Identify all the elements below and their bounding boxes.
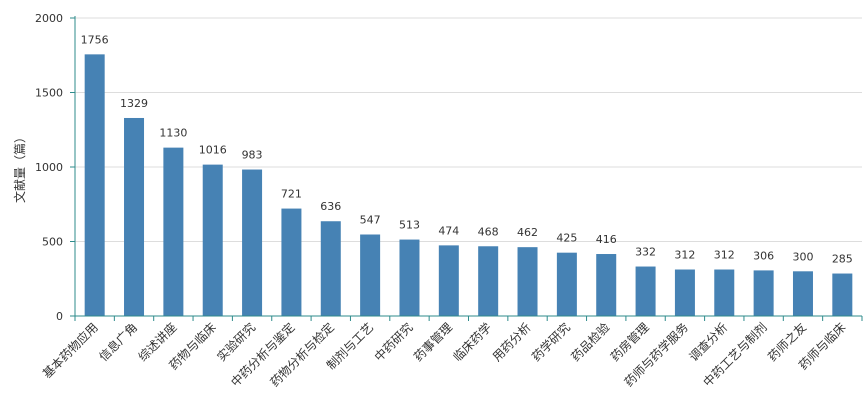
grid-lines bbox=[75, 17, 862, 242]
data-labels: 1756 1329 1130 1016 983 721 636 547 513 474 468 462… bbox=[81, 33, 853, 265]
bar bbox=[202, 164, 223, 316]
bar-value-label: 332 bbox=[635, 246, 656, 259]
bar bbox=[832, 273, 853, 316]
bar bbox=[163, 147, 184, 316]
bar-value-label: 547 bbox=[360, 213, 381, 226]
bar bbox=[674, 269, 695, 316]
bar-value-label: 1130 bbox=[159, 127, 187, 140]
y-axis-ticks: 0 500 1000 1500 2000 bbox=[35, 12, 75, 323]
bar-value-label: 636 bbox=[320, 200, 341, 213]
bar-value-label: 306 bbox=[753, 249, 774, 262]
bar-value-label: 416 bbox=[596, 233, 617, 246]
bar-value-label: 1329 bbox=[120, 97, 148, 110]
x-tick-label: 基本药物应用 bbox=[39, 320, 101, 382]
bar bbox=[360, 234, 381, 316]
x-tick-label: 临床药学 bbox=[450, 320, 495, 365]
bar bbox=[438, 245, 459, 316]
bar-value-label: 285 bbox=[832, 253, 853, 266]
bar bbox=[124, 117, 145, 316]
bar bbox=[320, 221, 341, 316]
bar-value-label: 721 bbox=[281, 188, 302, 201]
bar-value-label: 513 bbox=[399, 219, 420, 232]
bar-value-label: 1756 bbox=[81, 33, 109, 46]
bar bbox=[242, 169, 263, 316]
y-tick-label: 0 bbox=[56, 310, 63, 323]
y-tick-label: 1500 bbox=[35, 87, 63, 100]
bar bbox=[84, 54, 105, 317]
bar-value-label: 1016 bbox=[199, 144, 227, 157]
bar-value-label: 425 bbox=[556, 232, 577, 245]
bar bbox=[753, 270, 774, 316]
bar bbox=[714, 269, 735, 316]
bar bbox=[399, 239, 420, 316]
y-tick-label: 2000 bbox=[35, 12, 63, 25]
bar bbox=[478, 246, 499, 316]
bar bbox=[792, 271, 813, 316]
bar-value-label: 983 bbox=[242, 149, 263, 162]
bar bbox=[596, 254, 617, 316]
y-tick-label: 500 bbox=[42, 236, 63, 249]
x-tick-label: 药品检验 bbox=[568, 320, 613, 365]
x-tick-label: 信息广角 bbox=[96, 320, 141, 365]
bar-value-label: 468 bbox=[478, 225, 499, 238]
bar-value-label: 312 bbox=[674, 249, 695, 262]
x-tick-label: 用药分析 bbox=[490, 320, 534, 364]
bar bbox=[556, 252, 577, 316]
y-axis-title: 文献量（篇） bbox=[12, 131, 27, 203]
x-tick-label: 药学研究 bbox=[528, 320, 573, 365]
y-tick-label: 1000 bbox=[35, 161, 63, 174]
bar-value-label: 312 bbox=[714, 249, 735, 262]
x-axis-ticks: 基本药物应用信息广角综述讲座药物与临床实验研究中药分析与鉴定药物分析与检定制剂与… bbox=[39, 316, 863, 390]
bar bbox=[517, 247, 538, 316]
x-tick-label: 中药研究 bbox=[371, 320, 416, 365]
bar bbox=[281, 208, 302, 316]
bar-value-label: 474 bbox=[438, 224, 459, 237]
bar-value-label: 300 bbox=[792, 250, 813, 263]
x-tick-label: 药事管理 bbox=[410, 320, 455, 365]
bar-value-label: 462 bbox=[517, 226, 538, 239]
bars bbox=[84, 54, 853, 317]
bar bbox=[635, 266, 656, 316]
